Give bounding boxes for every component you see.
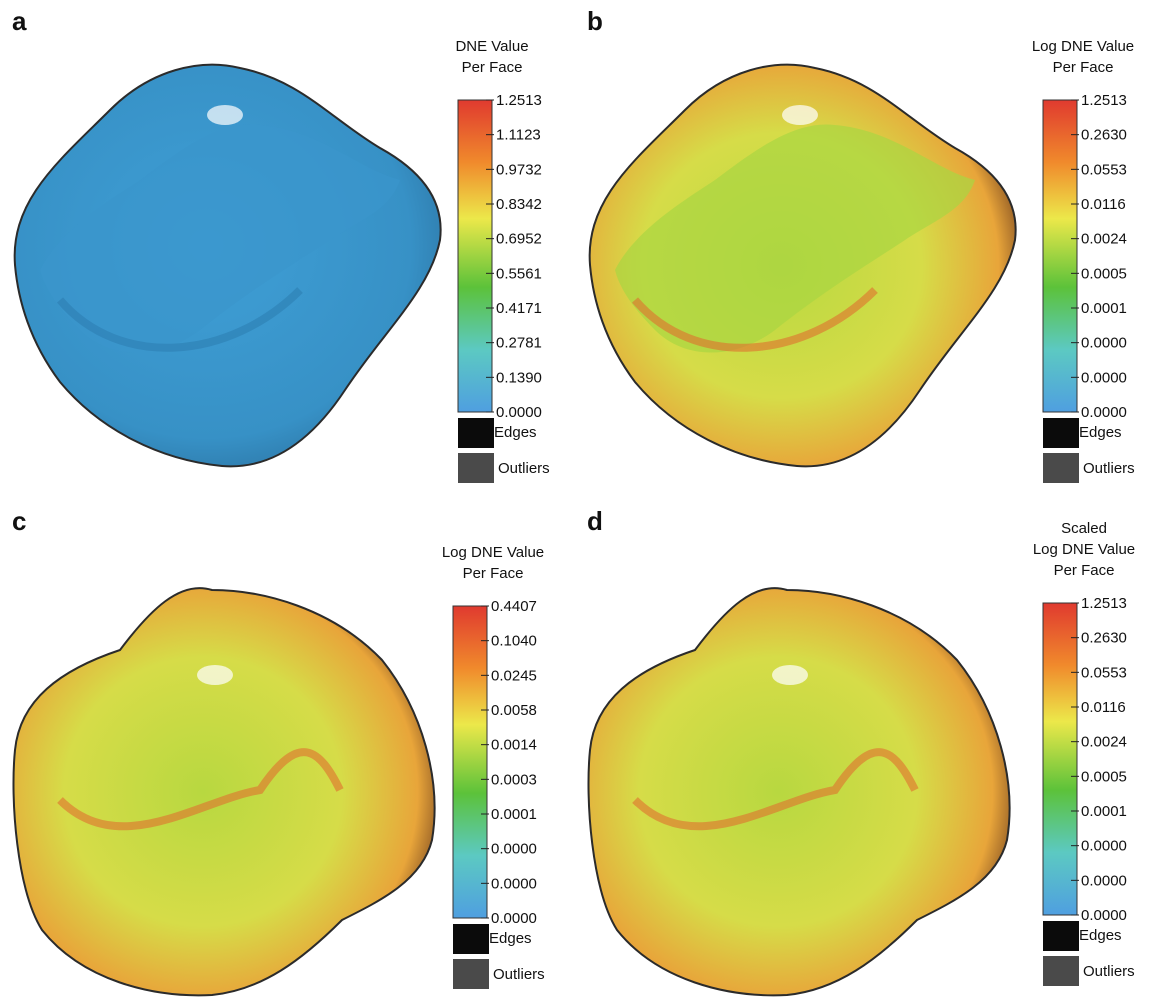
colorbar (1043, 100, 1077, 412)
colorbar-tick-label: 0.2630 (1081, 630, 1127, 647)
panel-label: b (587, 6, 603, 36)
tooth-highlight (772, 665, 808, 685)
outliers-swatch (1043, 956, 1079, 986)
legend-title: Log DNE Value (1033, 541, 1135, 558)
colorbar-tick-label: 0.0553 (1081, 664, 1127, 681)
tooth-highlight (197, 665, 233, 685)
edges-swatch (458, 418, 494, 448)
legend-title: Log DNE Value (442, 544, 544, 561)
tooth-render (590, 65, 1016, 467)
colorbar-tick-label: 0.0001 (491, 806, 537, 823)
outliers-swatch (458, 453, 494, 483)
edges-label: Edges (1079, 424, 1122, 441)
colorbar-tick-label: 0.0000 (1081, 335, 1127, 352)
outliers-label: Outliers (1083, 460, 1135, 477)
panel: a DNE Value Per Face 1.2513 1.1123 0.9732 0.83… (12, 6, 550, 483)
tooth-render (13, 588, 434, 995)
edges-swatch (1043, 418, 1079, 448)
tooth-surface (588, 588, 1009, 995)
outliers-label: Outliers (1083, 963, 1135, 980)
colorbar (458, 100, 492, 412)
colorbar-tick-label: 0.1390 (496, 369, 542, 386)
tooth-render (15, 65, 441, 467)
edges-label: Edges (489, 930, 532, 947)
colorbar-tick-label: 0.0553 (1081, 161, 1127, 178)
colorbar-tick-label: 0.9732 (496, 161, 542, 178)
colorbar-tick-label: 0.4407 (491, 598, 537, 615)
tooth-highlight (207, 105, 243, 125)
colorbar-tick-label: 0.6952 (496, 231, 542, 248)
colorbar-tick-label: 0.0058 (491, 702, 537, 719)
panel: c Log DNE Value Per Face 0.4407 0.1040 0.0245… (12, 506, 545, 995)
colorbar-tick-label: 0.0000 (1081, 404, 1127, 421)
outliers-label: Outliers (493, 966, 545, 983)
colorbar-tick-label: 0.1040 (491, 633, 537, 650)
colorbar-tick-label: 0.2630 (1081, 127, 1127, 144)
colorbar-tick-label: 0.0000 (491, 875, 537, 892)
legend-title: DNE Value (455, 38, 528, 55)
colorbar-tick-label: 0.0003 (491, 771, 537, 788)
colorbar (1043, 603, 1077, 915)
colorbar-tick-label: 0.5561 (496, 265, 542, 282)
colorbar-tick-label: 0.0024 (1081, 231, 1127, 248)
outliers-label: Outliers (498, 460, 550, 477)
panel-label: a (12, 6, 27, 36)
legend-title: Per Face (1054, 562, 1115, 579)
outliers-swatch (453, 959, 489, 989)
colorbar-tick-label: 0.0000 (1081, 369, 1127, 386)
outliers-swatch (1043, 453, 1079, 483)
colorbar-tick-label: 0.0005 (1081, 768, 1127, 785)
colorbar-tick-label: 0.0001 (1081, 803, 1127, 820)
colorbar-tick-label: 0.0000 (1081, 838, 1127, 855)
colorbar-tick-label: 0.0245 (491, 667, 537, 684)
legend-title: Per Face (462, 59, 523, 76)
colorbar-tick-label: 0.0005 (1081, 265, 1127, 282)
colorbar-tick-label: 0.0116 (1081, 196, 1126, 213)
legend-title: Log DNE Value (1032, 38, 1134, 55)
edges-swatch (1043, 921, 1079, 951)
figure: a DNE Value Per Face 1.2513 1.1123 0.9732 0.83… (0, 0, 1150, 1000)
colorbar (453, 606, 487, 918)
tooth-surface (13, 588, 434, 995)
tooth-render (588, 588, 1009, 995)
colorbar-tick-label: 0.0000 (1081, 872, 1127, 889)
colorbar-tick-label: 0.0024 (1081, 734, 1127, 751)
panel: d Scaled Log DNE Value Per Face 1.2513 0.2630… (587, 506, 1135, 995)
edges-label: Edges (1079, 927, 1122, 944)
edges-label: Edges (494, 424, 537, 441)
colorbar-tick-label: 0.0014 (491, 737, 537, 754)
tooth-highlight (782, 105, 818, 125)
colorbar-tick-label: 1.2513 (1081, 92, 1127, 109)
colorbar-tick-label: 0.0000 (1081, 907, 1127, 924)
edges-swatch (453, 924, 489, 954)
colorbar-tick-label: 0.0000 (496, 404, 542, 421)
panel: b Log DNE Value Per Face 1.2513 0.2630 0.0553… (587, 6, 1135, 483)
colorbar-tick-label: 1.1123 (496, 127, 541, 144)
colorbar-tick-label: 0.2781 (496, 335, 542, 352)
colorbar-tick-label: 0.8342 (496, 196, 542, 213)
colorbar-tick-label: 1.2513 (1081, 595, 1127, 612)
colorbar-tick-label: 0.0116 (1081, 699, 1126, 716)
panel-label: c (12, 506, 26, 536)
legend-title: Per Face (1053, 59, 1114, 76)
colorbar-tick-label: 0.0000 (491, 910, 537, 927)
legend-title: Scaled (1061, 520, 1107, 537)
colorbar-tick-label: 1.2513 (496, 92, 542, 109)
colorbar-tick-label: 0.0001 (1081, 300, 1127, 317)
colorbar-tick-label: 0.4171 (496, 300, 542, 317)
legend-title: Per Face (463, 565, 524, 582)
colorbar-tick-label: 0.0000 (491, 841, 537, 858)
panel-label: d (587, 506, 603, 536)
